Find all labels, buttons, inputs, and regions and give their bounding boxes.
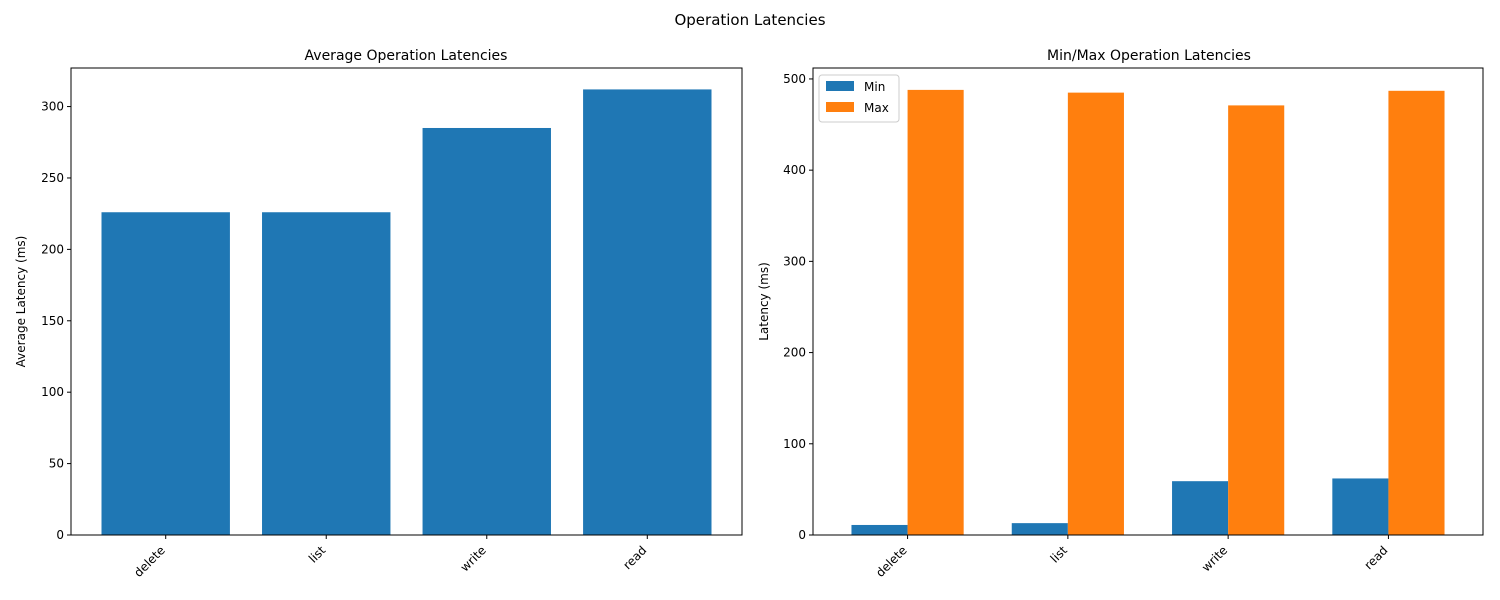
y-tick-label: 200: [783, 346, 806, 360]
x-tick-label: delete: [873, 543, 910, 580]
bar-max-write: [1228, 105, 1285, 535]
y-tick-label: 50: [49, 457, 64, 471]
x-tick-label: list: [306, 543, 329, 566]
y-tick-label: 100: [783, 437, 806, 451]
min-max-latency-chart: Min/Max Operation Latencies 0 100 200 300 40…: [757, 48, 1484, 580]
bar-min-write: [1172, 481, 1229, 535]
y-tick-label: 500: [783, 72, 806, 86]
bars-layer: [851, 89, 1445, 535]
y-tick-label: 0: [56, 528, 64, 542]
x-tick-label: write: [458, 543, 489, 574]
x-tick-label: delete: [131, 543, 168, 580]
y-axis-label: Latency (ms): [757, 262, 771, 341]
y-axis-ticks: 0 100 200 300 400 500: [783, 72, 813, 542]
y-axis-ticks: 0 50 100 150 200 250 300: [41, 100, 71, 542]
bar-min-list: [1011, 523, 1068, 535]
y-tick-label: 100: [41, 385, 64, 399]
plot-frame: [70, 67, 743, 536]
bar-max-list: [1067, 92, 1124, 535]
bar-write: [422, 127, 551, 535]
legend: Min Max: [818, 74, 900, 123]
y-tick-label: 150: [41, 314, 64, 328]
x-axis-ticks: delete list write read: [131, 535, 649, 580]
x-tick-label: read: [620, 543, 649, 572]
x-tick-label: write: [1199, 543, 1230, 574]
legend-swatch-min: [826, 81, 854, 91]
bar-min-delete: [851, 524, 908, 535]
x-tick-label: read: [1362, 543, 1391, 572]
x-tick-label: list: [1048, 543, 1071, 566]
y-tick-label: 250: [41, 171, 64, 185]
bar-max-read: [1388, 90, 1445, 535]
y-tick-label: 200: [41, 242, 64, 256]
y-axis-label: Average Latency (ms): [14, 236, 28, 368]
chart-title: Min/Max Operation Latencies: [1047, 48, 1251, 64]
y-tick-label: 0: [798, 528, 806, 542]
bar-max-delete: [907, 89, 964, 535]
average-latency-chart: Average Operation Latencies 0 50 100 150 200…: [14, 48, 743, 580]
plot-frame: [812, 67, 1484, 536]
bar-list: [262, 212, 391, 536]
bar-delete: [101, 212, 230, 536]
y-tick-label: 400: [783, 163, 806, 177]
x-axis-ticks: delete list write read: [873, 535, 1391, 580]
legend-label-max: Max: [864, 101, 889, 115]
legend-swatch-max: [826, 102, 854, 112]
legend-label-min: Min: [864, 80, 885, 94]
bars-layer: [101, 89, 712, 536]
bar-min-read: [1332, 478, 1389, 535]
bar-read: [583, 89, 712, 535]
chart-title: Average Operation Latencies: [305, 48, 508, 64]
y-tick-label: 300: [41, 100, 64, 114]
y-tick-label: 300: [783, 254, 806, 268]
figure-title: Operation Latencies: [674, 11, 825, 29]
